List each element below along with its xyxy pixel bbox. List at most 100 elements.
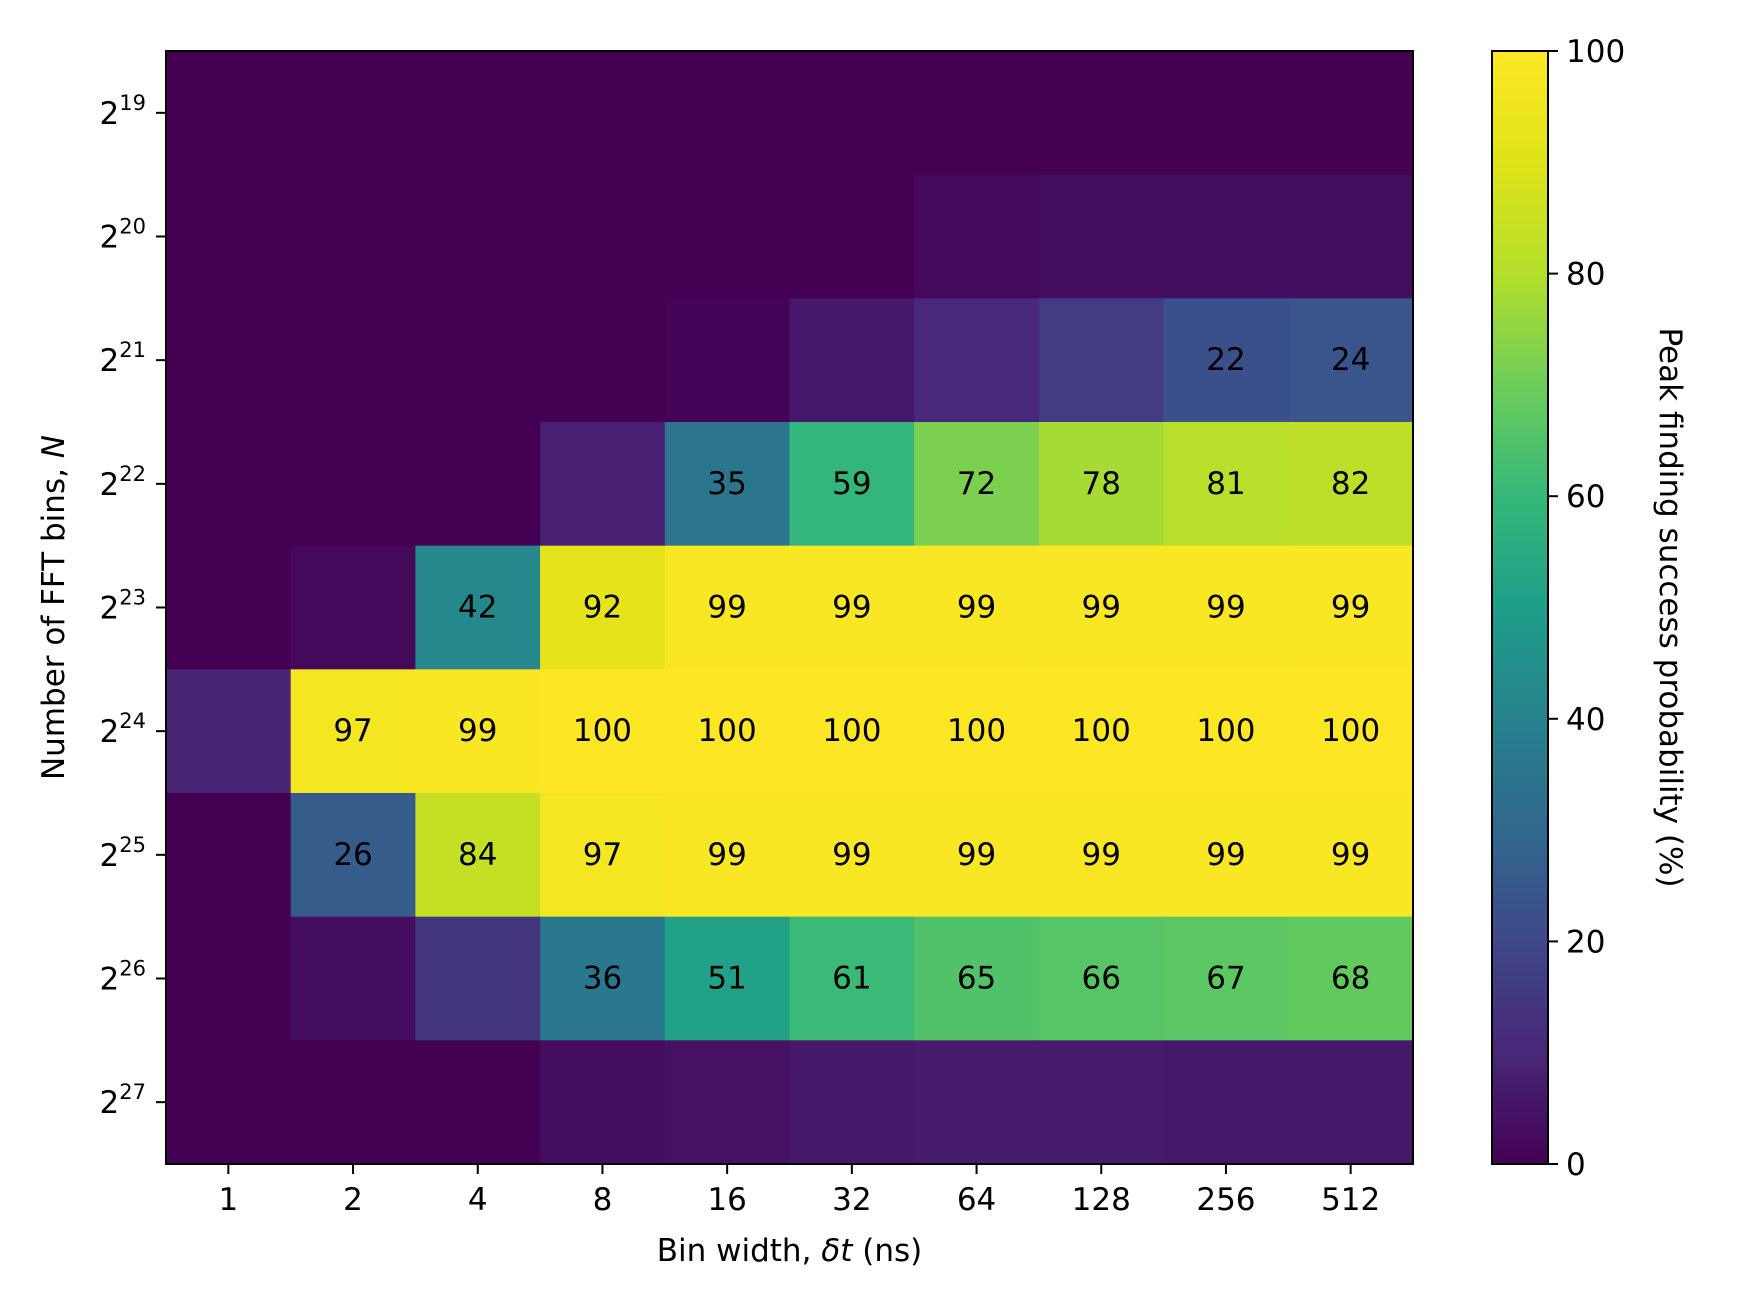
heatmap-cell xyxy=(166,1040,292,1165)
y-tick-label: 219 xyxy=(100,91,146,132)
cell-value-label: 100 xyxy=(698,713,757,749)
y-tick-label: 221 xyxy=(100,338,146,379)
heatmap-cell xyxy=(1038,422,1165,547)
heatmap-cell xyxy=(789,422,915,547)
cell-value-label: 99 xyxy=(1331,590,1370,626)
x-tick-label: 128 xyxy=(1072,1182,1131,1218)
heatmap-cell xyxy=(166,298,292,423)
x-tick-label: 16 xyxy=(707,1182,746,1218)
colorbar-tick-label: 80 xyxy=(1566,257,1605,293)
heatmap-cell xyxy=(1163,51,1289,176)
heatmap-cell xyxy=(664,298,790,423)
heatmap-cell xyxy=(166,174,292,299)
y-axis-label: Number of FFT bins, N xyxy=(36,435,72,780)
cell-value-label: 100 xyxy=(822,713,881,749)
heatmap-cell xyxy=(415,916,541,1041)
heatmap-cell xyxy=(914,545,1040,670)
cell-value-label: 26 xyxy=(333,837,372,873)
y-tick-label: 227 xyxy=(100,1080,146,1121)
cell-value-label: 99 xyxy=(707,590,746,626)
cell-value-label: 100 xyxy=(1321,713,1380,749)
heatmap-cell xyxy=(1288,51,1414,176)
cell-value-label: 78 xyxy=(1082,466,1121,502)
cell-value-label: 100 xyxy=(573,713,632,749)
x-tick-label: 2 xyxy=(343,1182,363,1218)
heatmap-cell xyxy=(1288,669,1414,794)
heatmap-cell xyxy=(1288,916,1414,1041)
cell-value-label: 67 xyxy=(1206,961,1245,997)
x-tick-label: 32 xyxy=(832,1182,871,1218)
heatmap-cell xyxy=(664,793,790,918)
heatmap-cell xyxy=(1288,174,1414,299)
heatmap-cell xyxy=(1288,298,1414,423)
cell-value-label: 36 xyxy=(583,961,622,997)
heatmap-cell xyxy=(166,422,292,547)
cell-value-label: 42 xyxy=(458,590,497,626)
heatmap-cell xyxy=(290,1040,416,1165)
cell-value-label: 72 xyxy=(957,466,996,502)
heatmap-cell xyxy=(1163,422,1289,547)
cell-value-label: 100 xyxy=(1196,713,1255,749)
heatmap-cell xyxy=(1163,1040,1289,1165)
heatmap-cell xyxy=(1288,1040,1414,1165)
heatmap-cell xyxy=(1163,545,1289,670)
heatmap-cell xyxy=(789,669,915,794)
heatmap-cell xyxy=(664,422,790,547)
cell-value-label: 82 xyxy=(1331,466,1370,502)
heatmap-cell xyxy=(789,916,915,1041)
heatmap-cell xyxy=(290,422,416,547)
heatmap-cell xyxy=(1038,793,1165,918)
colorbar-ticks: 0 20 40 60 80 100 xyxy=(1548,34,1625,1183)
heatmap-cell xyxy=(166,545,292,670)
cell-value-label: 92 xyxy=(583,590,622,626)
cell-value-label: 22 xyxy=(1206,342,1245,378)
heatmap-cell xyxy=(540,669,666,794)
heatmap-cell xyxy=(415,545,541,670)
heatmap-cell xyxy=(1038,669,1165,794)
heatmap-cell xyxy=(540,793,666,918)
cell-value-label: 99 xyxy=(1082,590,1121,626)
cell-value-label: 35 xyxy=(707,466,746,502)
cell-value-label: 68 xyxy=(1331,961,1370,997)
heatmap-cell xyxy=(789,298,915,423)
cell-value-label: 100 xyxy=(947,713,1006,749)
heatmap-cell xyxy=(914,422,1040,547)
cell-value-label: 99 xyxy=(458,713,497,749)
heatmap-cell xyxy=(290,669,416,794)
heatmap-cell xyxy=(914,916,1040,1041)
cell-value-label: 99 xyxy=(1082,837,1121,873)
x-tick-label: 4 xyxy=(468,1182,488,1218)
cell-value-label: 100 xyxy=(1072,713,1131,749)
heatmap-cell xyxy=(166,793,292,918)
heatmap-cell xyxy=(914,669,1040,794)
colorbar-tick-label: 60 xyxy=(1566,479,1605,515)
heatmap-cell xyxy=(415,298,541,423)
heatmap-cell xyxy=(290,545,416,670)
heatmap-cell xyxy=(1038,1040,1165,1165)
heatmap-cell xyxy=(1038,916,1165,1041)
heatmap-cell xyxy=(1038,51,1165,176)
heatmap-cell xyxy=(290,51,416,176)
heatmap-cell xyxy=(540,298,666,423)
heatmap-cell xyxy=(1163,174,1289,299)
y-tick-label: 222 xyxy=(100,462,146,503)
heatmap-cell xyxy=(540,174,666,299)
cell-value-label: 99 xyxy=(832,837,871,873)
heatmap-cell xyxy=(166,916,292,1041)
cell-value-label: 97 xyxy=(333,713,372,749)
heatmap-cell xyxy=(1038,298,1165,423)
x-tick-label: 64 xyxy=(957,1182,996,1218)
heatmap-cell xyxy=(540,51,666,176)
cell-value-label: 24 xyxy=(1331,342,1370,378)
cell-value-label: 61 xyxy=(832,961,871,997)
y-tick-label: 226 xyxy=(100,957,146,998)
x-tick-label: 8 xyxy=(593,1182,613,1218)
heatmap-cell xyxy=(290,174,416,299)
y-tick-label: 225 xyxy=(100,833,146,874)
y-tick-label: 224 xyxy=(100,709,146,750)
heatmap-cell xyxy=(540,545,666,670)
x-tick-label: 256 xyxy=(1196,1182,1255,1218)
heatmap-cell xyxy=(664,1040,790,1165)
colorbar-tick-label: 0 xyxy=(1566,1147,1586,1183)
